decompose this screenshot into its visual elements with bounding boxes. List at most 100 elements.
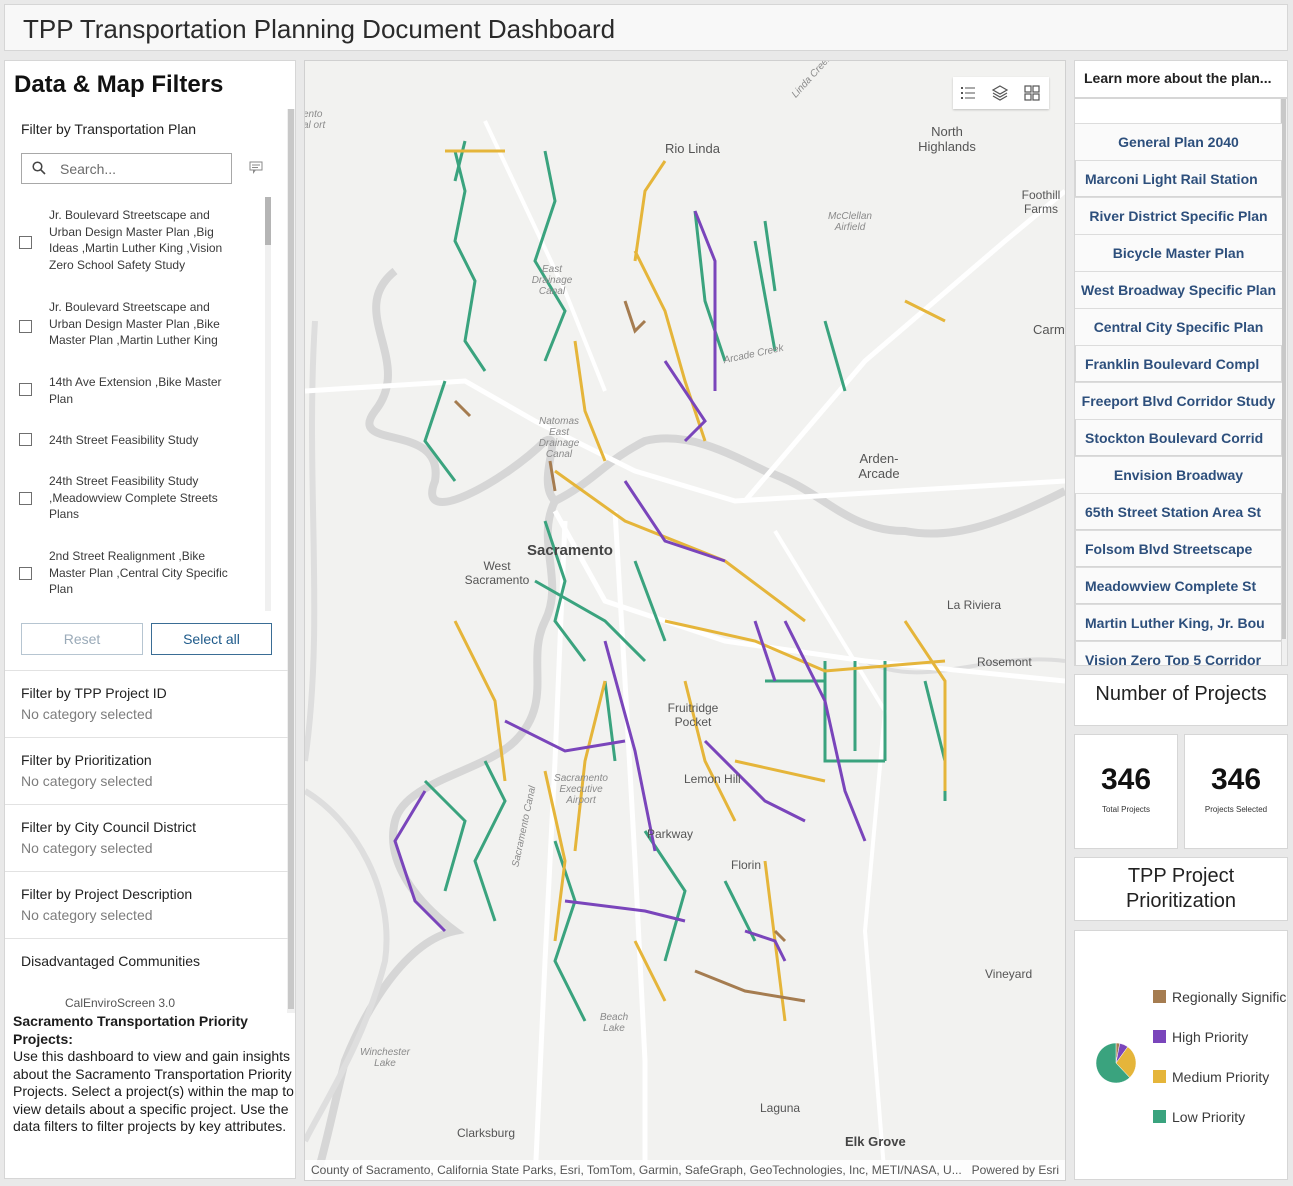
map-label-mcclellan: McClellan Airfield [828,211,872,233]
legend-regionally-significant[interactable]: Regionally Signific [1153,989,1286,1005]
plan-list-scrollbar[interactable] [265,197,271,611]
legend-label: Regionally Signific [1172,989,1287,1005]
plan-link[interactable]: Bicycle Master Plan [1075,234,1282,271]
plan-checkbox[interactable] [19,383,32,396]
plan-link[interactable]: 65th Street Station Area St [1075,493,1282,530]
map-label-rosemont: Rosemont [977,655,1032,669]
legend-low-priority[interactable]: Low Priority [1153,1109,1245,1125]
map-toolbar [953,77,1049,109]
about-title: Sacramento Transportation Priority Proje… [13,1013,248,1047]
filter-council-district[interactable]: Filter by City Council District No categ… [5,804,288,871]
legend-label: High Priority [1172,1029,1249,1045]
selected-projects-value: 346 [1210,763,1262,796]
plan-link[interactable]: Martin Luther King, Jr. Bou [1075,604,1282,641]
plan-link[interactable]: Folsom Blvd Streetscape [1075,530,1282,567]
legend-label: Medium Priority [1172,1069,1270,1085]
plan-link[interactable]: Meadowview Complete St [1075,567,1282,604]
attribution-text: County of Sacramento, California State P… [311,1163,962,1177]
filter-title: Filter by Project Description [21,886,193,902]
plan-links-scrollbar[interactable] [1280,99,1287,665]
total-projects-card: 346 Total Projects [1074,734,1178,849]
map-label-clarksburg: Clarksburg [457,1126,516,1140]
powered-by-esri[interactable]: Powered by Esri [971,1163,1059,1177]
filter-project-description[interactable]: Filter by Project Description No categor… [5,871,288,938]
map-label-east-drainage: East Drainage Canal [531,264,573,297]
map-label-natomas: Natomas East Drainage Canal [538,416,580,460]
search-icon [32,161,46,175]
filter-value: No category selected [21,907,153,923]
legend-high-priority[interactable]: High Priority [1153,1029,1248,1045]
legend-icon[interactable] [959,84,977,102]
plan-checkbox[interactable] [19,492,32,505]
filter-title: Disadvantaged Communities [21,953,200,969]
filters-panel-title: Data & Map Filters [14,71,224,98]
plan-link[interactable]: Envision Broadway [1075,456,1282,493]
plan-filter-section: Filter by Transportation Plan Jr. Boulev… [5,109,287,671]
select-all-button[interactable]: Select all [151,623,272,655]
map-label-laguna: Laguna [760,1101,801,1115]
about-text: Sacramento Transportation Priority Proje… [13,1013,295,1136]
plan-search-box[interactable] [21,153,232,184]
map-label-lemon-hill: Lemon Hill [684,772,741,786]
legend-swatch [1153,1030,1166,1043]
plan-link[interactable]: General Plan 2040 [1075,123,1282,160]
pie-slice[interactable] [1095,1042,1131,1084]
filter-prioritization[interactable]: Filter by Prioritization No category sel… [5,737,288,804]
map-attribution: County of Sacramento, California State P… [305,1160,1065,1180]
total-projects-caption: Total Projects [1101,805,1151,814]
dashboard-title: TPP Transportation Planning Document Das… [23,14,616,44]
filter-options-icon[interactable] [249,161,265,175]
plan-item-label: 24th Street Feasibility Study ,Meadowvie… [49,474,218,521]
filter-title: Filter by City Council District [21,819,197,835]
filters-scrollbar[interactable] [287,109,295,1054]
plan-search-input[interactable] [60,159,225,179]
filter-disadvantaged-communities[interactable]: Disadvantaged Communities [5,938,288,1018]
selected-projects-card: 346 Projects Selected [1184,734,1288,849]
filter-title: Filter by TPP Project ID [21,685,167,701]
legend-swatch [1153,1070,1166,1083]
filter-title: Filter by Prioritization [21,752,152,768]
legend-swatch [1153,1110,1166,1123]
layers-icon[interactable] [991,84,1009,102]
map-label-north-highlands: North Highlands [918,124,976,154]
map-label-la-riviera: La Riviera [947,598,1002,612]
filter-value: No category selected [21,840,153,856]
plan-link[interactable]: Central City Specific Plan [1075,308,1282,345]
plan-link[interactable]: River District Specific Plan [1075,197,1282,234]
prioritization-pie[interactable] [1086,1033,1146,1093]
legend-label: Low Priority [1172,1109,1246,1125]
dashboard-header: TPP Transportation Planning Document Das… [4,4,1288,51]
filter-value: No category selected [21,773,153,789]
plan-link[interactable]: Marconi Light Rail Station [1075,160,1282,197]
plan-item-label: Jr. Boulevard Streetscape and Urban Desi… [49,208,223,272]
plan-checkbox[interactable] [19,320,32,333]
plan-checkbox[interactable] [19,567,32,580]
map-label-rio-linda: Rio Linda [665,141,720,156]
plan-link[interactable]: Stockton Boulevard Corrid [1075,419,1282,456]
about-body: Use this dashboard to view and gain insi… [13,1048,294,1134]
plan-link[interactable]: Freeport Blvd Corridor Study [1075,382,1282,419]
filter-project-id[interactable]: Filter by TPP Project ID No category sel… [5,670,288,737]
map-label-winchester-lake: Winchester Lake [360,1047,410,1069]
legend-medium-priority[interactable]: Medium Priority [1153,1069,1269,1085]
map-label-sacramento: Sacramento [527,542,613,559]
map-label-west-sacramento: West Sacramento [464,559,530,587]
reset-button[interactable]: Reset [21,623,143,655]
pie-slice[interactable] [1115,1046,1137,1078]
plan-link[interactable]: Franklin Boulevard Compl [1075,345,1282,382]
plan-link[interactable]: Vision Zero Top 5 Corridor [1075,641,1282,665]
plan-checkbox[interactable] [19,236,32,249]
map-label-fruitridge: Fruitridge Pocket [667,701,719,729]
plan-item-label: Jr. Boulevard Streetscape and Urban Desi… [49,300,220,347]
map-label-foothill-farms: Foothill Farms [1021,188,1061,216]
plan-item-label: 24th Street Feasibility Study [49,433,199,447]
basemap-gallery-icon[interactable] [1023,84,1041,102]
number-of-projects-header: Number of Projects [1074,674,1288,726]
plan-checkbox[interactable] [19,433,32,446]
prioritization-chart[interactable]: Regionally Signific High Priority Medium… [1074,930,1288,1180]
calenviroscreen-label: CalEnviroScreen 3.0 [65,996,176,1010]
plan-link[interactable]: West Broadway Specific Plan [1075,271,1282,308]
plan-links-list: General Plan 2040 Marconi Light Rail Sta… [1074,98,1288,666]
map-label-elk-grove: Elk Grove [845,1134,906,1149]
map-view[interactable]: Rio Linda North Highlands Foothill Farms… [304,60,1066,1181]
